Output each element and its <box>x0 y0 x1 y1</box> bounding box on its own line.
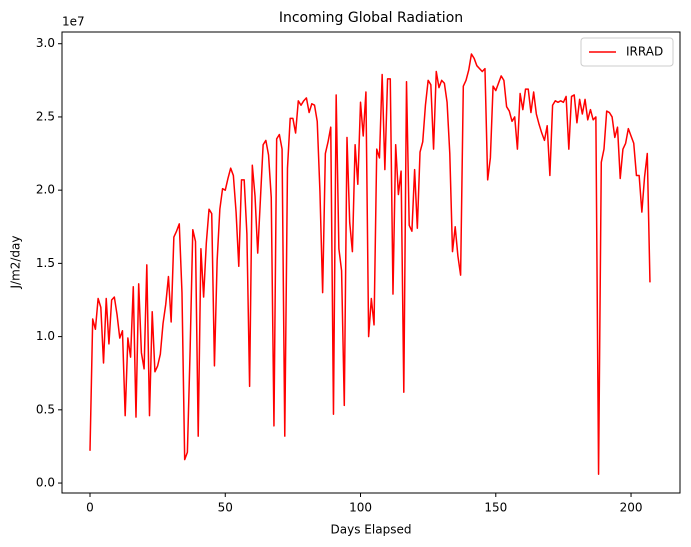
y-tick-label: 2.0 <box>36 183 55 197</box>
x-tick-label: 100 <box>349 501 372 515</box>
y-tick-label: 1.5 <box>36 256 55 270</box>
x-tick-label: 150 <box>484 501 507 515</box>
y-offset-label: 1e7 <box>62 15 85 29</box>
plot-frame <box>61 31 681 494</box>
legend-label: IRRAD <box>626 45 663 59</box>
legend-box <box>580 37 674 67</box>
y-axis-label: J/m2/day <box>9 235 23 289</box>
y-tick-label: 1.0 <box>36 329 55 343</box>
y-tick-label: 0.5 <box>36 402 55 416</box>
chart-title: Incoming Global Radiation <box>279 10 463 26</box>
y-tick-label: 0.0 <box>36 476 55 490</box>
y-tick-label: 3.0 <box>36 36 55 50</box>
y-tick-label: 2.5 <box>36 109 55 123</box>
x-tick-label: 50 <box>218 501 233 515</box>
x-axis-label: Days Elapsed <box>331 523 412 537</box>
x-tick-label: 200 <box>620 501 643 515</box>
data-line <box>89 53 651 476</box>
x-tick-label: 0 <box>86 501 94 515</box>
